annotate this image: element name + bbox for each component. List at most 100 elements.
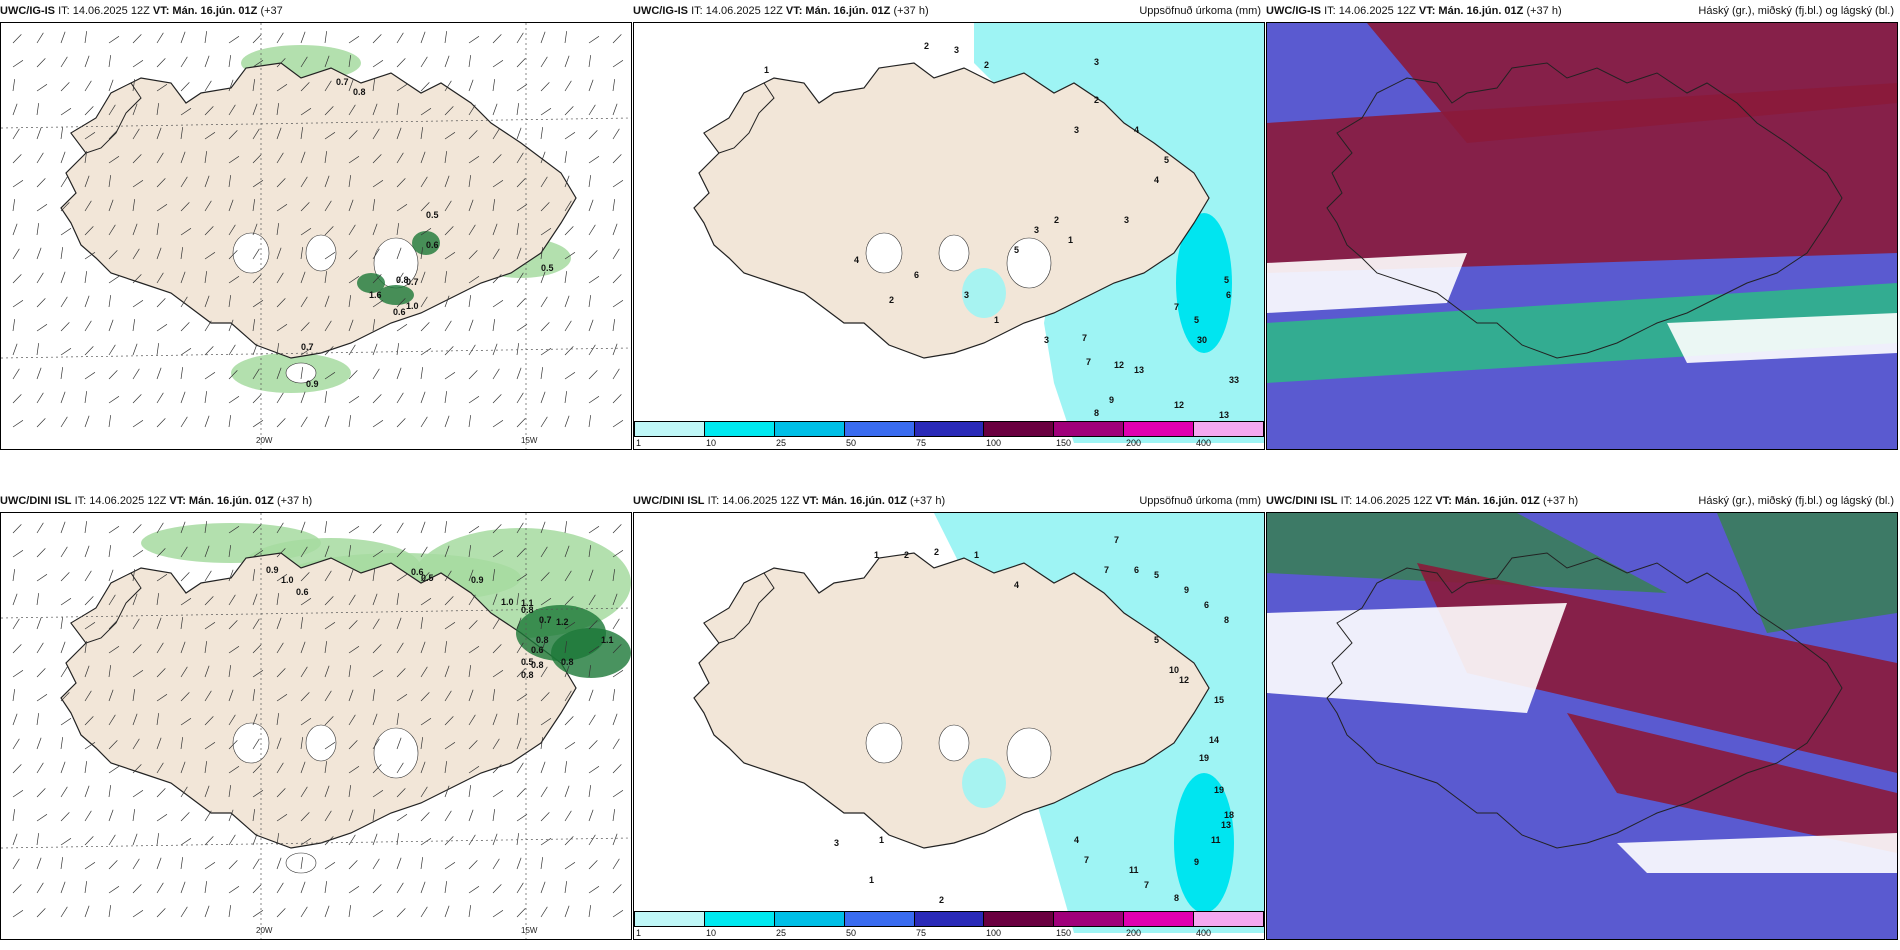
precip-value-label: 0.6	[531, 645, 544, 655]
precip-amount-label: 5	[1164, 155, 1169, 165]
precip-value-label: 0.8	[531, 660, 544, 670]
colorbar-swatch	[1194, 422, 1264, 436]
colorbar-tick-label: 1	[636, 928, 642, 938]
precip-amount-label: 6	[914, 270, 919, 280]
precip-amount-label: 8	[1224, 615, 1229, 625]
precip-amount-label: 2	[904, 550, 909, 560]
init-time: IT: 14.06.2025 12Z	[1340, 495, 1436, 507]
precip-value-label: 1.0	[281, 575, 294, 585]
precip-amount-label: 5	[1014, 245, 1019, 255]
precip-value-label: 1.6	[369, 290, 382, 300]
precip-colorbar: 1 10 25 50 75 100 150 200 400	[634, 421, 1264, 449]
map-canvas: 0.91.00.60.60.5 0.91.0 1.10.80.7 1.20.80.80…	[1, 513, 631, 939]
map-view[interactable]	[1266, 512, 1898, 940]
colorbar-tick-label: 150	[1056, 928, 1072, 938]
precip-amount-label: 5	[1154, 635, 1159, 645]
precip-amount-label: 3	[1044, 335, 1049, 345]
precip-value-label: 0.9	[471, 575, 484, 585]
precip-amount-label: 12	[1174, 400, 1184, 410]
field-title: Uppsöfnuð úrkoma (mm)	[1139, 5, 1261, 17]
precip-amount-label: 11	[1129, 865, 1139, 875]
precip-value-label: 0.7	[301, 342, 314, 352]
precip-value-label: 1.0	[501, 597, 514, 607]
map-view[interactable]: 0.9 1.0 0.6 0.6 0.5 0.9 1.0 1.1 0.8 0.7 1.2 0.8 0.8 0…	[0, 512, 632, 940]
precip-amount-label: 1	[994, 315, 999, 325]
colorbar-tick-label: 50	[846, 438, 857, 448]
precip-amount-label: 2	[939, 895, 944, 905]
colorbar-tick-label: 200	[1126, 928, 1142, 938]
precip-amount-label: 4	[854, 255, 859, 265]
precip-value-label: 1.1	[521, 598, 534, 608]
precip-amount-label: 13	[1219, 410, 1229, 420]
precip-value-label: 0.6	[411, 567, 424, 577]
colorbar-swatch	[1054, 912, 1125, 926]
init-time: IT: 14.06.2025 12Z	[58, 5, 153, 17]
precip-amount-label: 15	[1214, 695, 1224, 705]
precip-value-label: 0.6	[296, 587, 309, 597]
panel-header: UWC/IG-IS IT: 14.06.2025 12Z VT: Mán. 16…	[0, 0, 632, 22]
init-time: IT: 14.06.2025 12Z	[74, 495, 170, 507]
precip-amount-label: 9	[1184, 585, 1189, 595]
valid-time: VT: Mán. 16.jún. 01Z	[1435, 495, 1540, 507]
precip-amount-label: 33	[1229, 375, 1239, 385]
precip-value-label: 0.5	[541, 263, 554, 273]
precip-amount-label: 5	[1194, 315, 1199, 325]
precip-amount-label: 2	[934, 547, 939, 557]
map-view[interactable]: 2 3 2 1 3 2 3 4 5 4 3 5 6 7 5 30 33 13 12 13 12 9 8 7 7 3 1 4 2 6 3 5 3 2…	[633, 22, 1265, 450]
precip-amount-label: 9	[1109, 395, 1114, 405]
precip-amount-label: 14	[1209, 735, 1219, 745]
colorbar-tick-label: 100	[986, 928, 1002, 938]
colorbar-tick-label: 75	[916, 928, 927, 938]
lead-time: (+37 h)	[909, 495, 946, 507]
model-name: UWC/DINI ISL	[0, 495, 72, 507]
panel-header: UWC/DINI ISL IT: 14.06.2025 12Z VT: Mán.…	[1266, 490, 1898, 512]
precip-value-label: 0.8	[396, 275, 409, 285]
precip-amount-label: 7	[1084, 855, 1089, 865]
precip-amount-label: 3	[964, 290, 969, 300]
precip-amount-label: 4	[1134, 125, 1139, 135]
colorbar-swatch	[704, 422, 775, 436]
colorbar-swatch	[844, 422, 915, 436]
precip-value-label: 0.8	[561, 657, 574, 667]
precip-amount-label: 7	[1174, 302, 1179, 312]
precip-value-label: 0.5	[421, 573, 434, 583]
precip-value-label: 1.0	[406, 301, 419, 311]
precip-value-label: 0.9	[306, 379, 319, 389]
precip-amount-label: 7	[1114, 535, 1119, 545]
precip-value-label: 0.8	[536, 635, 549, 645]
precip-value-label: 0.7	[336, 77, 349, 87]
longitude-label: 20W	[256, 436, 273, 445]
panel-precip-igis: UWC/IG-IS IT: 14.06.2025 12Z VT: Mán. 16…	[633, 0, 1265, 450]
colorbar-tick-label: 150	[1056, 438, 1072, 448]
model-name: UWC/DINI ISL	[1266, 495, 1338, 507]
lead-time: (+37 h)	[1526, 5, 1562, 17]
map-view[interactable]	[1266, 22, 1898, 450]
longitude-label: 15W	[521, 926, 538, 935]
valid-time: VT: Mán. 16.jún. 01Z	[169, 495, 274, 507]
field-title: Háský (gr.), miðský (fj.bl.) og lágský (…	[1698, 495, 1894, 507]
precip-value-label: 1.2	[556, 617, 569, 627]
precip-amount-label: 18	[1224, 810, 1234, 820]
precip-amount-label: 1	[1068, 235, 1073, 245]
precip-amount-label: 4	[1014, 580, 1019, 590]
precip-amount-label: 1	[874, 550, 879, 560]
panel-cloud-dini: UWC/DINI ISL IT: 14.06.2025 12Z VT: Mán.…	[1266, 490, 1898, 940]
precip-value-label: 0.7	[539, 615, 552, 625]
panel-header: UWC/IG-IS IT: 14.06.2025 12Z VT: Mán. 16…	[633, 0, 1265, 22]
iceland-landmass	[60, 62, 577, 359]
colorbar-swatch	[704, 912, 775, 926]
panel-header: UWC/IG-IS IT: 14.06.2025 12Z VT: Mán. 16…	[1266, 0, 1898, 22]
panel-cloud-igis: UWC/IG-IS IT: 14.06.2025 12Z VT: Mán. 16…	[1266, 0, 1898, 450]
colorbar-tick-label: 25	[776, 928, 787, 938]
colorbar-tick-label: 50	[846, 928, 857, 938]
precip-amount-label: 13	[1221, 820, 1231, 830]
colorbar-tick-label: 400	[1196, 438, 1212, 448]
init-time: IT: 14.06.2025 12Z	[1324, 5, 1419, 17]
map-view[interactable]: 0.7 0.8 0.5 0.6 0.5 0.8 0.7 1.0 0.6 0.7 0.9 1.6 20W 1…	[0, 22, 632, 450]
precip-amount-label: 7	[1104, 565, 1109, 575]
map-canvas	[1267, 23, 1897, 449]
precip-value-label: 0.9	[266, 565, 279, 575]
map-view[interactable]: 1 2 2 1 4 7 7 6 5 9 6 8 5 10 12 15 14 19 19 18 13 11 9 8 7 11 7 4 2 1…	[633, 512, 1265, 940]
colorbar-swatch	[984, 912, 1055, 926]
precip-amount-label: 1	[974, 550, 979, 560]
